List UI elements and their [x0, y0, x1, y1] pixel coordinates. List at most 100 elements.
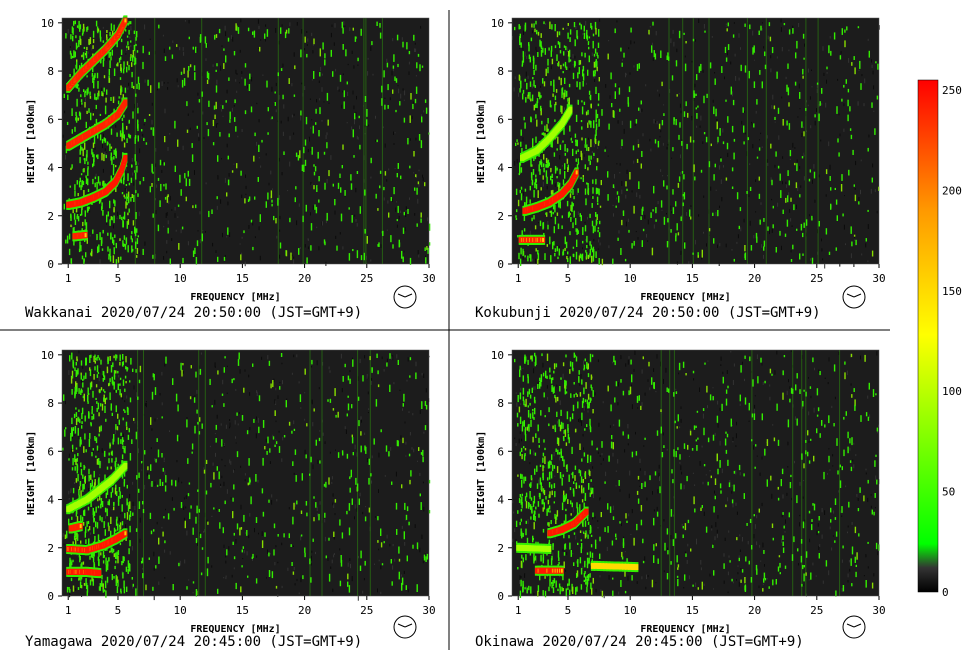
- colorbar-tick-label: 200: [942, 184, 962, 197]
- x-tick-label: 10: [624, 272, 637, 285]
- echo-trace-e: [66, 566, 102, 579]
- x-axis-label: FREQUENCY [MHz]: [190, 292, 280, 303]
- y-tick-label: 4: [47, 494, 54, 507]
- echo-trace-f: [522, 167, 579, 216]
- colorbar: 250 200 150 100 50 0: [917, 79, 962, 599]
- y-axis-label: HEIGHT [100km]: [26, 431, 37, 515]
- ionogram-panel-kokubunji: Kokubunji 2020/07/24 20:50:00 (JST=GMT+9…: [475, 17, 886, 321]
- x-tick-label: 1: [515, 272, 522, 285]
- colorbar-tick-label: 50: [942, 486, 955, 499]
- x-tick-label: 5: [565, 272, 572, 285]
- clock-icon: [842, 615, 866, 639]
- y-tick-label: 8: [47, 65, 54, 78]
- clock-icon: [842, 285, 866, 309]
- panel-caption: Okinawa 2020/07/24 20:45:00 (JST=GMT+9): [475, 634, 804, 650]
- y-tick-label: 8: [497, 65, 504, 78]
- x-tick-label: 15: [236, 604, 249, 617]
- panel-caption: Wakkanai 2020/07/24 20:50:00 (JST=GMT+9): [25, 305, 362, 321]
- y-tick-label: 10: [491, 349, 504, 362]
- y-tick-label: 6: [47, 113, 54, 126]
- x-tick-label: 30: [422, 604, 435, 617]
- x-tick-label: 10: [174, 272, 187, 285]
- echo-trace-es: [590, 560, 639, 573]
- noise-echoes: [514, 352, 880, 598]
- x-tick-label: 5: [565, 604, 572, 617]
- x-axis-label: FREQUENCY [MHz]: [190, 624, 280, 635]
- interference-lines: [137, 350, 371, 596]
- x-tick-label: 25: [810, 272, 823, 285]
- x-tick-label: 1: [515, 604, 522, 617]
- y-tick-label: 4: [497, 494, 504, 507]
- colorbar-tick-label: 250: [942, 84, 962, 97]
- colorbar-tick-label: 0: [942, 586, 949, 599]
- y-tick-label: 2: [47, 210, 54, 223]
- x-tick-label: 20: [298, 272, 311, 285]
- echo-trace-e: [518, 234, 546, 245]
- plot-area: [512, 18, 879, 264]
- y-tick-label: 8: [497, 397, 504, 410]
- colorbar-tick-label: 150: [942, 285, 962, 298]
- echo-trace-f-2hop: [66, 460, 128, 515]
- y-tick-label: 0: [497, 258, 504, 271]
- x-tick-label: 30: [872, 604, 885, 617]
- plot-area: [62, 18, 429, 264]
- y-tick-label: 6: [497, 113, 504, 126]
- y-tick-label: 4: [497, 162, 504, 175]
- echo-trace-f: [547, 506, 589, 539]
- x-tick-label: 5: [115, 272, 122, 285]
- plot-frame: [61, 17, 430, 265]
- ionogram-panel-yamagawa: Yamagawa 2020/07/24 20:45:00 (JST=GMT+9)…: [25, 349, 436, 650]
- x-tick-label: 20: [748, 272, 761, 285]
- y-tick-label: 2: [497, 210, 504, 223]
- colorbar-tick-label: 100: [942, 385, 962, 398]
- plot-frame: [61, 349, 430, 597]
- y-tick-label: 8: [47, 397, 54, 410]
- panel-caption: Kokubunji 2020/07/24 20:50:00 (JST=GMT+9…: [475, 305, 821, 321]
- y-tick-label: 4: [47, 162, 54, 175]
- echo-trace-es: [66, 528, 128, 556]
- x-axis-label: FREQUENCY [MHz]: [640, 624, 730, 635]
- x-tick-label: 15: [236, 272, 249, 285]
- y-tick-label: 0: [47, 590, 54, 603]
- plot-frame: [511, 349, 880, 597]
- clock-icon: [393, 615, 417, 639]
- x-tick-label: 25: [810, 604, 823, 617]
- echo-trace-f: [66, 152, 128, 210]
- y-tick-label: 0: [497, 590, 504, 603]
- echo-trace-f-low: [516, 542, 552, 554]
- x-tick-label: 10: [174, 604, 187, 617]
- y-tick-label: 10: [41, 349, 54, 362]
- echo-trace-f-3hop: [66, 15, 128, 93]
- clock-icon: [393, 285, 417, 309]
- echo-trace-f-2hop: [66, 97, 128, 151]
- y-axis-label: HEIGHT [100km]: [26, 99, 37, 183]
- x-tick-label: 20: [748, 604, 761, 617]
- y-tick-label: 10: [491, 17, 504, 30]
- echo-trace-f: [68, 521, 83, 534]
- x-tick-label: 20: [298, 604, 311, 617]
- y-tick-label: 2: [47, 542, 54, 555]
- x-tick-label: 25: [360, 272, 373, 285]
- y-tick-label: 2: [497, 542, 504, 555]
- y-tick-label: 0: [47, 258, 54, 271]
- x-tick-label: 15: [686, 604, 699, 617]
- ionogram-panel-wakkanai: Wakkanai 2020/07/24 20:50:00 (JST=GMT+9)…: [25, 15, 436, 321]
- panel-caption: Yamagawa 2020/07/24 20:45:00 (JST=GMT+9): [25, 634, 362, 650]
- y-tick-label: 10: [41, 17, 54, 30]
- ionogram-panel-okinawa: Okinawa 2020/07/24 20:45:00 (JST=GMT+9) …: [475, 349, 886, 650]
- y-tick-label: 6: [497, 445, 504, 458]
- x-tick-label: 5: [115, 604, 122, 617]
- x-tick-label: 1: [65, 604, 72, 617]
- colorbar-gradient: [917, 79, 939, 593]
- echo-trace-e: [534, 565, 564, 576]
- y-axis-label: HEIGHT [100km]: [476, 431, 487, 515]
- echo-trace-f-2hop: [520, 104, 573, 163]
- x-tick-label: 1: [65, 272, 72, 285]
- x-tick-label: 25: [360, 604, 373, 617]
- y-axis-label: HEIGHT [100km]: [476, 99, 487, 183]
